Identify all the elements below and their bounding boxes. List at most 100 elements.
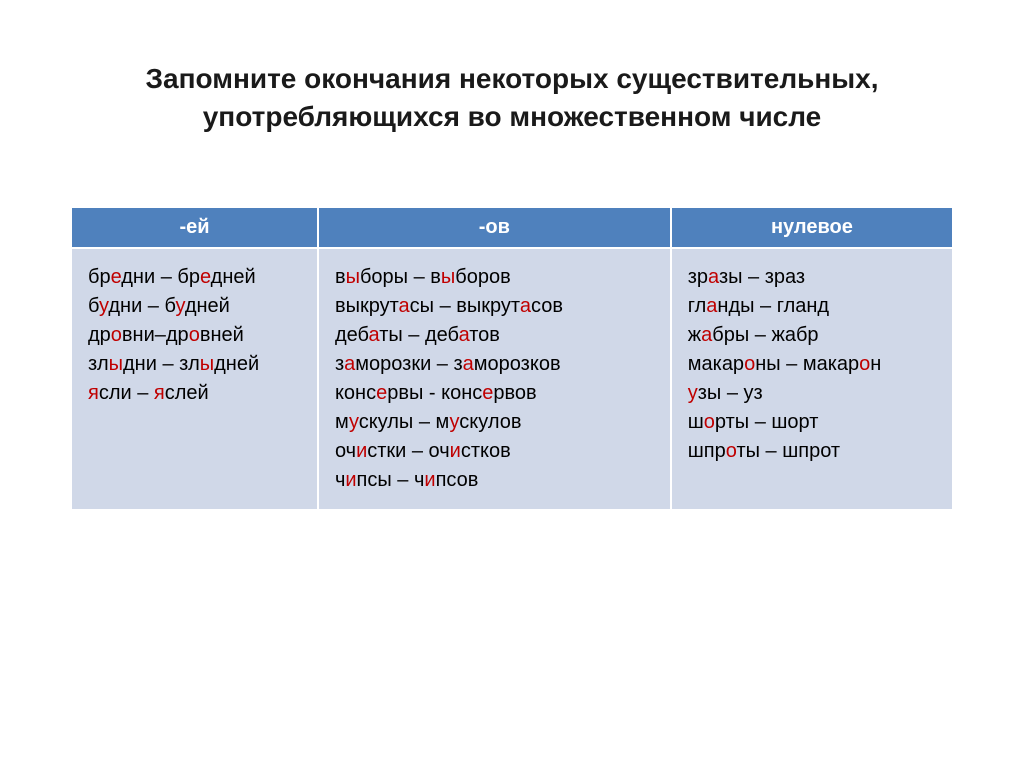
stressed-letter: и xyxy=(424,469,435,491)
text-fragment: бр xyxy=(88,266,111,288)
text-fragment: зы – уз xyxy=(698,382,763,404)
stressed-letter: а xyxy=(520,295,531,317)
text-fragment: рты – шорт xyxy=(715,411,818,433)
stressed-letter: ы xyxy=(200,353,214,375)
stressed-letter: е xyxy=(376,382,387,404)
word-line: заморозки – заморозков xyxy=(335,350,654,379)
text-fragment: ч xyxy=(335,469,345,491)
word-line: выборы – выборов xyxy=(335,263,654,292)
stressed-letter: а xyxy=(459,324,470,346)
text-fragment: сли – xyxy=(99,382,154,404)
text-fragment: зл xyxy=(88,353,109,375)
word-line: жабры – жабр xyxy=(688,321,936,350)
header-ov: -ов xyxy=(318,207,671,248)
text-fragment: гл xyxy=(688,295,707,317)
stressed-letter: е xyxy=(482,382,493,404)
word-line: дебаты – дебатов xyxy=(335,321,654,350)
text-fragment: дней xyxy=(214,353,259,375)
text-fragment: стков xyxy=(461,440,511,462)
stressed-letter: я xyxy=(88,382,99,404)
text-fragment: з xyxy=(335,353,344,375)
text-fragment: боры – в xyxy=(360,266,441,288)
word-line: узы – уз xyxy=(688,379,936,408)
stressed-letter: е xyxy=(111,266,122,288)
stressed-letter: и xyxy=(450,440,461,462)
text-fragment: боров xyxy=(455,266,510,288)
text-fragment: вней xyxy=(200,324,244,346)
text-fragment: в xyxy=(335,266,346,288)
stressed-letter: а xyxy=(369,324,380,346)
stressed-letter: о xyxy=(726,440,737,462)
stressed-letter: и xyxy=(356,440,367,462)
cell-null: зразы – зразгланды – гланджабры – жабрма… xyxy=(671,248,953,510)
cell-ov: выборы – выбороввыкрутасы – выкрутасовде… xyxy=(318,248,671,510)
word-line: ясли – яслей xyxy=(88,379,301,408)
stressed-letter: у xyxy=(450,411,460,433)
text-fragment: скулов xyxy=(459,411,521,433)
text-fragment: м xyxy=(335,411,349,433)
word-line: дровни–дровней xyxy=(88,321,301,350)
text-fragment: морозков xyxy=(474,353,561,375)
text-fragment: сов xyxy=(531,295,563,317)
text-fragment: конс xyxy=(335,382,376,404)
word-line: гланды – гланд xyxy=(688,292,936,321)
stressed-letter: у xyxy=(176,295,185,317)
text-fragment: рвов xyxy=(493,382,536,404)
text-fragment: рвы - конс xyxy=(387,382,482,404)
stressed-letter: я xyxy=(154,382,165,404)
stressed-letter: а xyxy=(701,324,712,346)
text-fragment: ж xyxy=(688,324,701,346)
stressed-letter: о xyxy=(859,353,870,375)
text-fragment: макар xyxy=(688,353,744,375)
stressed-letter: у xyxy=(349,411,359,433)
text-fragment: ты – деб xyxy=(379,324,458,346)
word-line: мускулы – мускулов xyxy=(335,408,654,437)
stressed-letter: о xyxy=(111,324,122,346)
text-fragment: псов xyxy=(436,469,479,491)
stressed-letter: о xyxy=(744,353,755,375)
text-fragment: дней xyxy=(185,295,230,317)
text-fragment: псы – ч xyxy=(357,469,425,491)
stressed-letter: а xyxy=(708,266,719,288)
text-fragment: др xyxy=(88,324,111,346)
slide-title: Запомните окончания некоторых существите… xyxy=(72,60,952,136)
text-fragment: ш xyxy=(688,411,704,433)
text-fragment: морозки – з xyxy=(355,353,462,375)
text-fragment: нды – гланд xyxy=(717,295,829,317)
table-body-row: бредни – бреднейбудни – буднейдровни–дро… xyxy=(71,248,953,510)
text-fragment: вни–др xyxy=(122,324,189,346)
stressed-letter: о xyxy=(704,411,715,433)
table-header-row: -ей -ов нулевое xyxy=(71,207,953,248)
stressed-letter: а xyxy=(706,295,717,317)
word-line: чипсы – чипсов xyxy=(335,466,654,495)
text-fragment: дни – зл xyxy=(123,353,200,375)
text-fragment: дни – б xyxy=(108,295,175,317)
text-fragment: дни – бр xyxy=(121,266,200,288)
text-fragment: тов xyxy=(469,324,500,346)
stressed-letter: а xyxy=(463,353,474,375)
text-fragment: стки – оч xyxy=(367,440,449,462)
word-line: макароны – макарон xyxy=(688,350,936,379)
text-fragment: дней xyxy=(211,266,256,288)
stressed-letter: ы xyxy=(441,266,455,288)
word-line: будни – будней xyxy=(88,292,301,321)
word-line: очистки – очистков xyxy=(335,437,654,466)
text-fragment: оч xyxy=(335,440,356,462)
text-fragment: зы – зраз xyxy=(719,266,805,288)
text-fragment: скулы – м xyxy=(359,411,450,433)
text-fragment: слей xyxy=(165,382,209,404)
text-fragment: б xyxy=(88,295,99,317)
stressed-letter: и xyxy=(345,469,356,491)
header-null: нулевое xyxy=(671,207,953,248)
stressed-letter: а xyxy=(344,353,355,375)
endings-table: -ей -ов нулевое бредни – бреднейбудни – … xyxy=(70,206,954,511)
stressed-letter: ы xyxy=(346,266,360,288)
word-line: шорты – шорт xyxy=(688,408,936,437)
text-fragment: н xyxy=(870,353,881,375)
stressed-letter: ы xyxy=(109,353,123,375)
word-line: бредни – бредней xyxy=(88,263,301,292)
text-fragment: деб xyxy=(335,324,369,346)
slide: Запомните окончания некоторых существите… xyxy=(0,0,1024,767)
word-line: шпроты – шпрот xyxy=(688,437,936,466)
text-fragment: шпр xyxy=(688,440,726,462)
